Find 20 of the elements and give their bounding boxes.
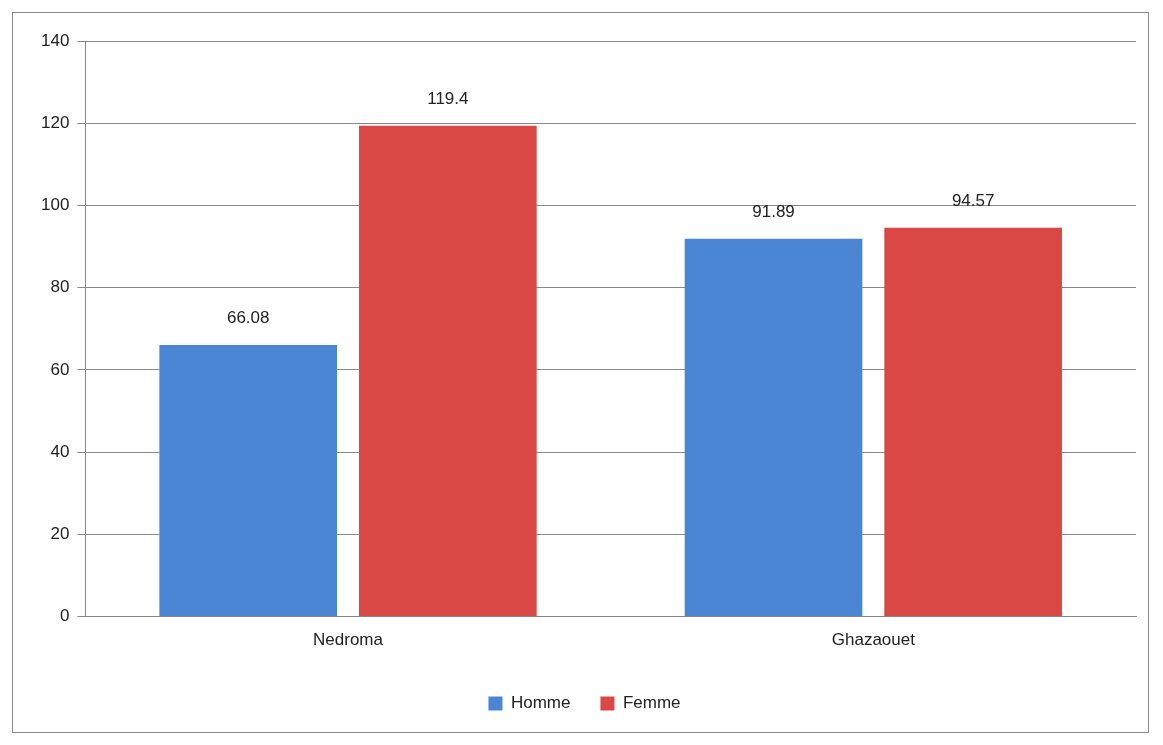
x-tick-label: Nedroma [313, 630, 384, 650]
bar [684, 238, 863, 617]
y-tick-label: 0 [59, 606, 70, 626]
y-tick-label: 60 [50, 359, 70, 379]
bar [159, 344, 338, 617]
data-label: 66.08 [226, 308, 270, 328]
bar [359, 125, 537, 617]
legend-label: Homme [510, 693, 571, 713]
data-label: 91.89 [752, 201, 795, 221]
legend-label: Femme [622, 693, 681, 713]
data-label: 119.4 [427, 88, 469, 108]
data-label: 94.57 [951, 190, 995, 210]
y-tick-label: 100 [40, 195, 70, 215]
y-tick-label: 40 [50, 441, 70, 461]
y-tick-label: 120 [40, 112, 70, 132]
y-tick-label: 20 [50, 524, 70, 544]
y-tick-label: 80 [50, 277, 70, 297]
bar [884, 227, 1062, 617]
x-tick-label: Ghazaouet [831, 630, 916, 650]
y-tick-label: 140 [40, 30, 70, 50]
